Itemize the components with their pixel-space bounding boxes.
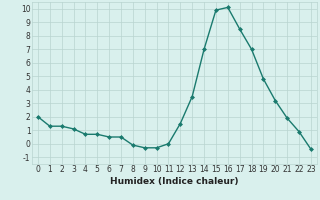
X-axis label: Humidex (Indice chaleur): Humidex (Indice chaleur) <box>110 177 239 186</box>
